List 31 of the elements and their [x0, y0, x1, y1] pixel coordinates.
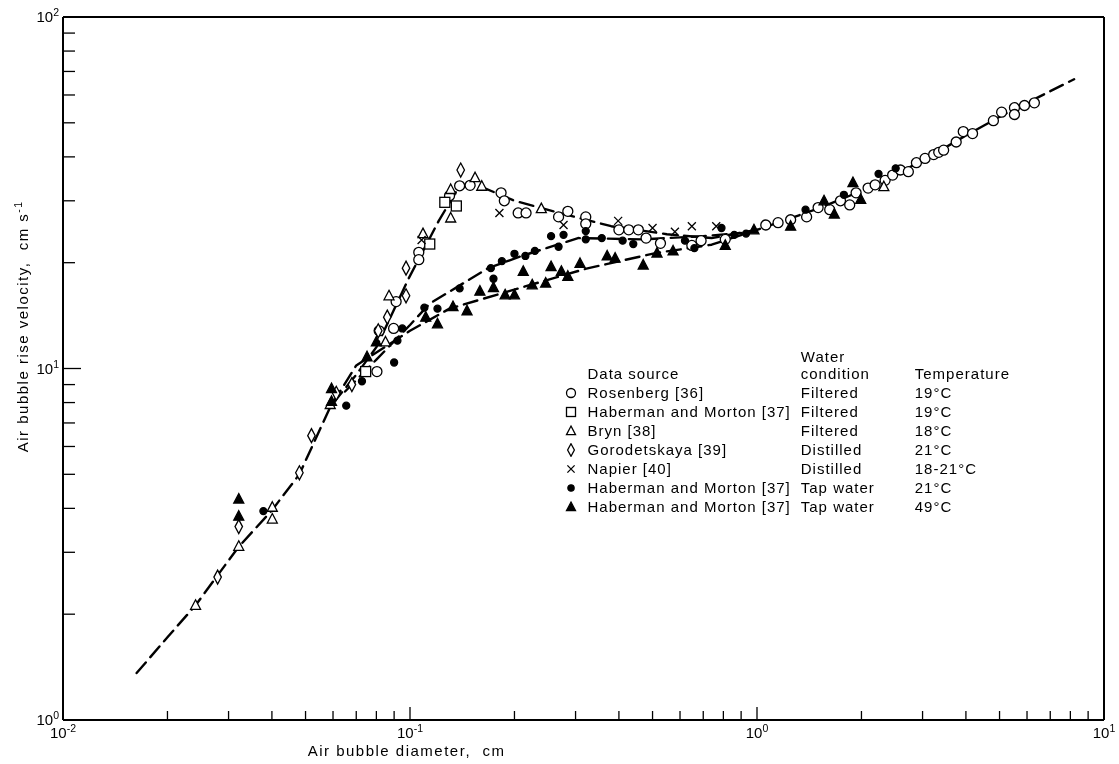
x-tick-label: 10$^{0}$: [745, 722, 769, 741]
legend-label: Gorodetskaya [39]: [587, 440, 729, 459]
legend-label: Bryn [38]: [587, 421, 658, 440]
legend-label: Haberman and Morton [37]: [587, 402, 792, 421]
x-tick-label: 10$^{-1}$: [396, 722, 424, 741]
annotation: Distilled: [800, 459, 864, 478]
legend-label: Rosenberg [36]: [587, 383, 706, 402]
annotation: Distilled: [800, 440, 864, 459]
annotation: 49°C: [914, 497, 954, 516]
annotation: 19°C: [914, 402, 954, 421]
annotation: 18°C: [914, 421, 954, 440]
annotation: Water condition: [800, 347, 871, 383]
y-tick-label: 10$^{1}$: [36, 357, 60, 377]
x-tick-label: 10$^{1}$: [1092, 722, 1116, 741]
annotation: Filtered: [800, 383, 860, 402]
annotation: Temperature: [914, 364, 1010, 383]
legend-label: Haberman and Morton [37]: [587, 478, 792, 497]
annotation: 18-21°C: [914, 459, 978, 478]
legend-label: Haberman and Morton [37]: [587, 497, 792, 516]
annotation: Tap water: [800, 478, 876, 497]
annotation: Filtered: [800, 421, 860, 440]
y-tick-label: 10$^{2}$: [36, 6, 60, 25]
annotation: Filtered: [800, 402, 860, 421]
legend-title: Data source: [587, 364, 681, 383]
legend-label: Napier [40]: [587, 459, 673, 478]
annotation: 21°C: [914, 440, 954, 459]
annotation: Tap water: [800, 497, 876, 516]
annotation: 19°C: [914, 383, 954, 402]
x-axis-title: Air bubble diameter, cm: [307, 742, 506, 759]
y-tick-label: 10$^{0}$: [36, 709, 60, 728]
annotation: 21°C: [914, 478, 954, 497]
